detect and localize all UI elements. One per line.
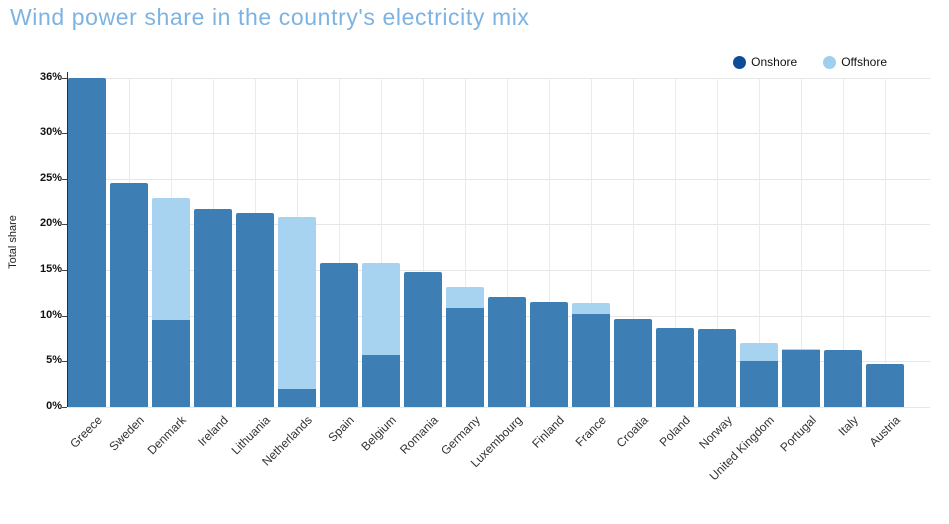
x-gridline: [633, 78, 634, 407]
bar-onshore: [824, 350, 862, 407]
bar-onshore: [194, 208, 232, 407]
bar-onshore: [614, 319, 652, 407]
y-tick-label: 30%: [39, 126, 62, 138]
y-gridline: [68, 133, 930, 134]
y-gridline: [68, 78, 930, 79]
bar-onshore: [530, 301, 568, 407]
y-tick-mark: [62, 78, 67, 79]
bar-offshore: [782, 348, 820, 351]
y-tick-label: 25%: [39, 172, 62, 184]
y-tick-mark: [62, 316, 67, 317]
bar-onshore: [68, 78, 106, 407]
y-tick-label: 0%: [46, 400, 62, 412]
y-tick-mark: [62, 407, 67, 408]
y-tick-label: 10%: [39, 309, 62, 321]
bar-onshore: [782, 350, 820, 407]
y-tick-label: 36%: [39, 71, 62, 83]
bar-offshore: [572, 302, 610, 314]
legend-item-onshore: Onshore: [733, 55, 797, 69]
y-tick-mark: [62, 270, 67, 271]
bar-onshore: [110, 183, 148, 407]
x-gridline: [339, 78, 340, 407]
bar-onshore: [362, 354, 400, 407]
bar-onshore: [572, 313, 610, 407]
offshore-legend-dot-icon: [823, 55, 837, 69]
legend-label-onshore: Onshore: [751, 55, 798, 69]
bar-onshore: [152, 320, 190, 407]
x-gridline: [717, 78, 718, 407]
bar-offshore: [362, 262, 400, 355]
bar-onshore: [698, 329, 736, 407]
y-tick-mark: [62, 224, 67, 225]
x-gridline: [381, 78, 382, 407]
x-gridline: [507, 78, 508, 407]
bar-onshore: [488, 297, 526, 407]
legend-label-offshore: Offshore: [841, 55, 887, 69]
y-tick-label: 20%: [39, 217, 62, 229]
bar-offshore: [278, 216, 316, 389]
bar-offshore: [446, 287, 484, 309]
x-gridline: [801, 78, 802, 407]
x-gridline: [759, 78, 760, 407]
onshore-legend-dot-icon: [733, 55, 747, 69]
y-gridline: [68, 270, 930, 271]
y-tick-mark: [62, 361, 67, 362]
x-gridline: [465, 78, 466, 407]
legend-item-offshore: Offshore: [823, 55, 887, 69]
y-gridline: [68, 179, 930, 180]
bar-onshore: [866, 364, 904, 407]
y-gridline: [68, 407, 930, 408]
bar-onshore: [740, 361, 778, 407]
x-gridline: [843, 78, 844, 407]
bar-onshore: [656, 328, 694, 407]
y-axis-line: [67, 72, 68, 407]
x-gridline: [423, 78, 424, 407]
x-gridline: [885, 78, 886, 407]
x-gridline: [675, 78, 676, 407]
bar-onshore: [404, 271, 442, 407]
bar-onshore: [236, 213, 274, 407]
bar-offshore: [152, 197, 190, 321]
y-tick-label: 5%: [46, 354, 62, 366]
bar-onshore: [278, 388, 316, 407]
bar-offshore: [740, 343, 778, 362]
bar-onshore: [446, 308, 484, 407]
legend: Onshore Offshore: [733, 55, 887, 69]
y-tick-mark: [62, 179, 67, 180]
y-tick-label: 15%: [39, 263, 62, 275]
chart-title: Wind power share in the country's electr…: [10, 4, 530, 30]
x-gridline: [591, 78, 592, 407]
y-tick-mark: [62, 133, 67, 134]
x-gridline: [549, 78, 550, 407]
bar-onshore: [320, 262, 358, 407]
y-gridline: [68, 224, 930, 225]
